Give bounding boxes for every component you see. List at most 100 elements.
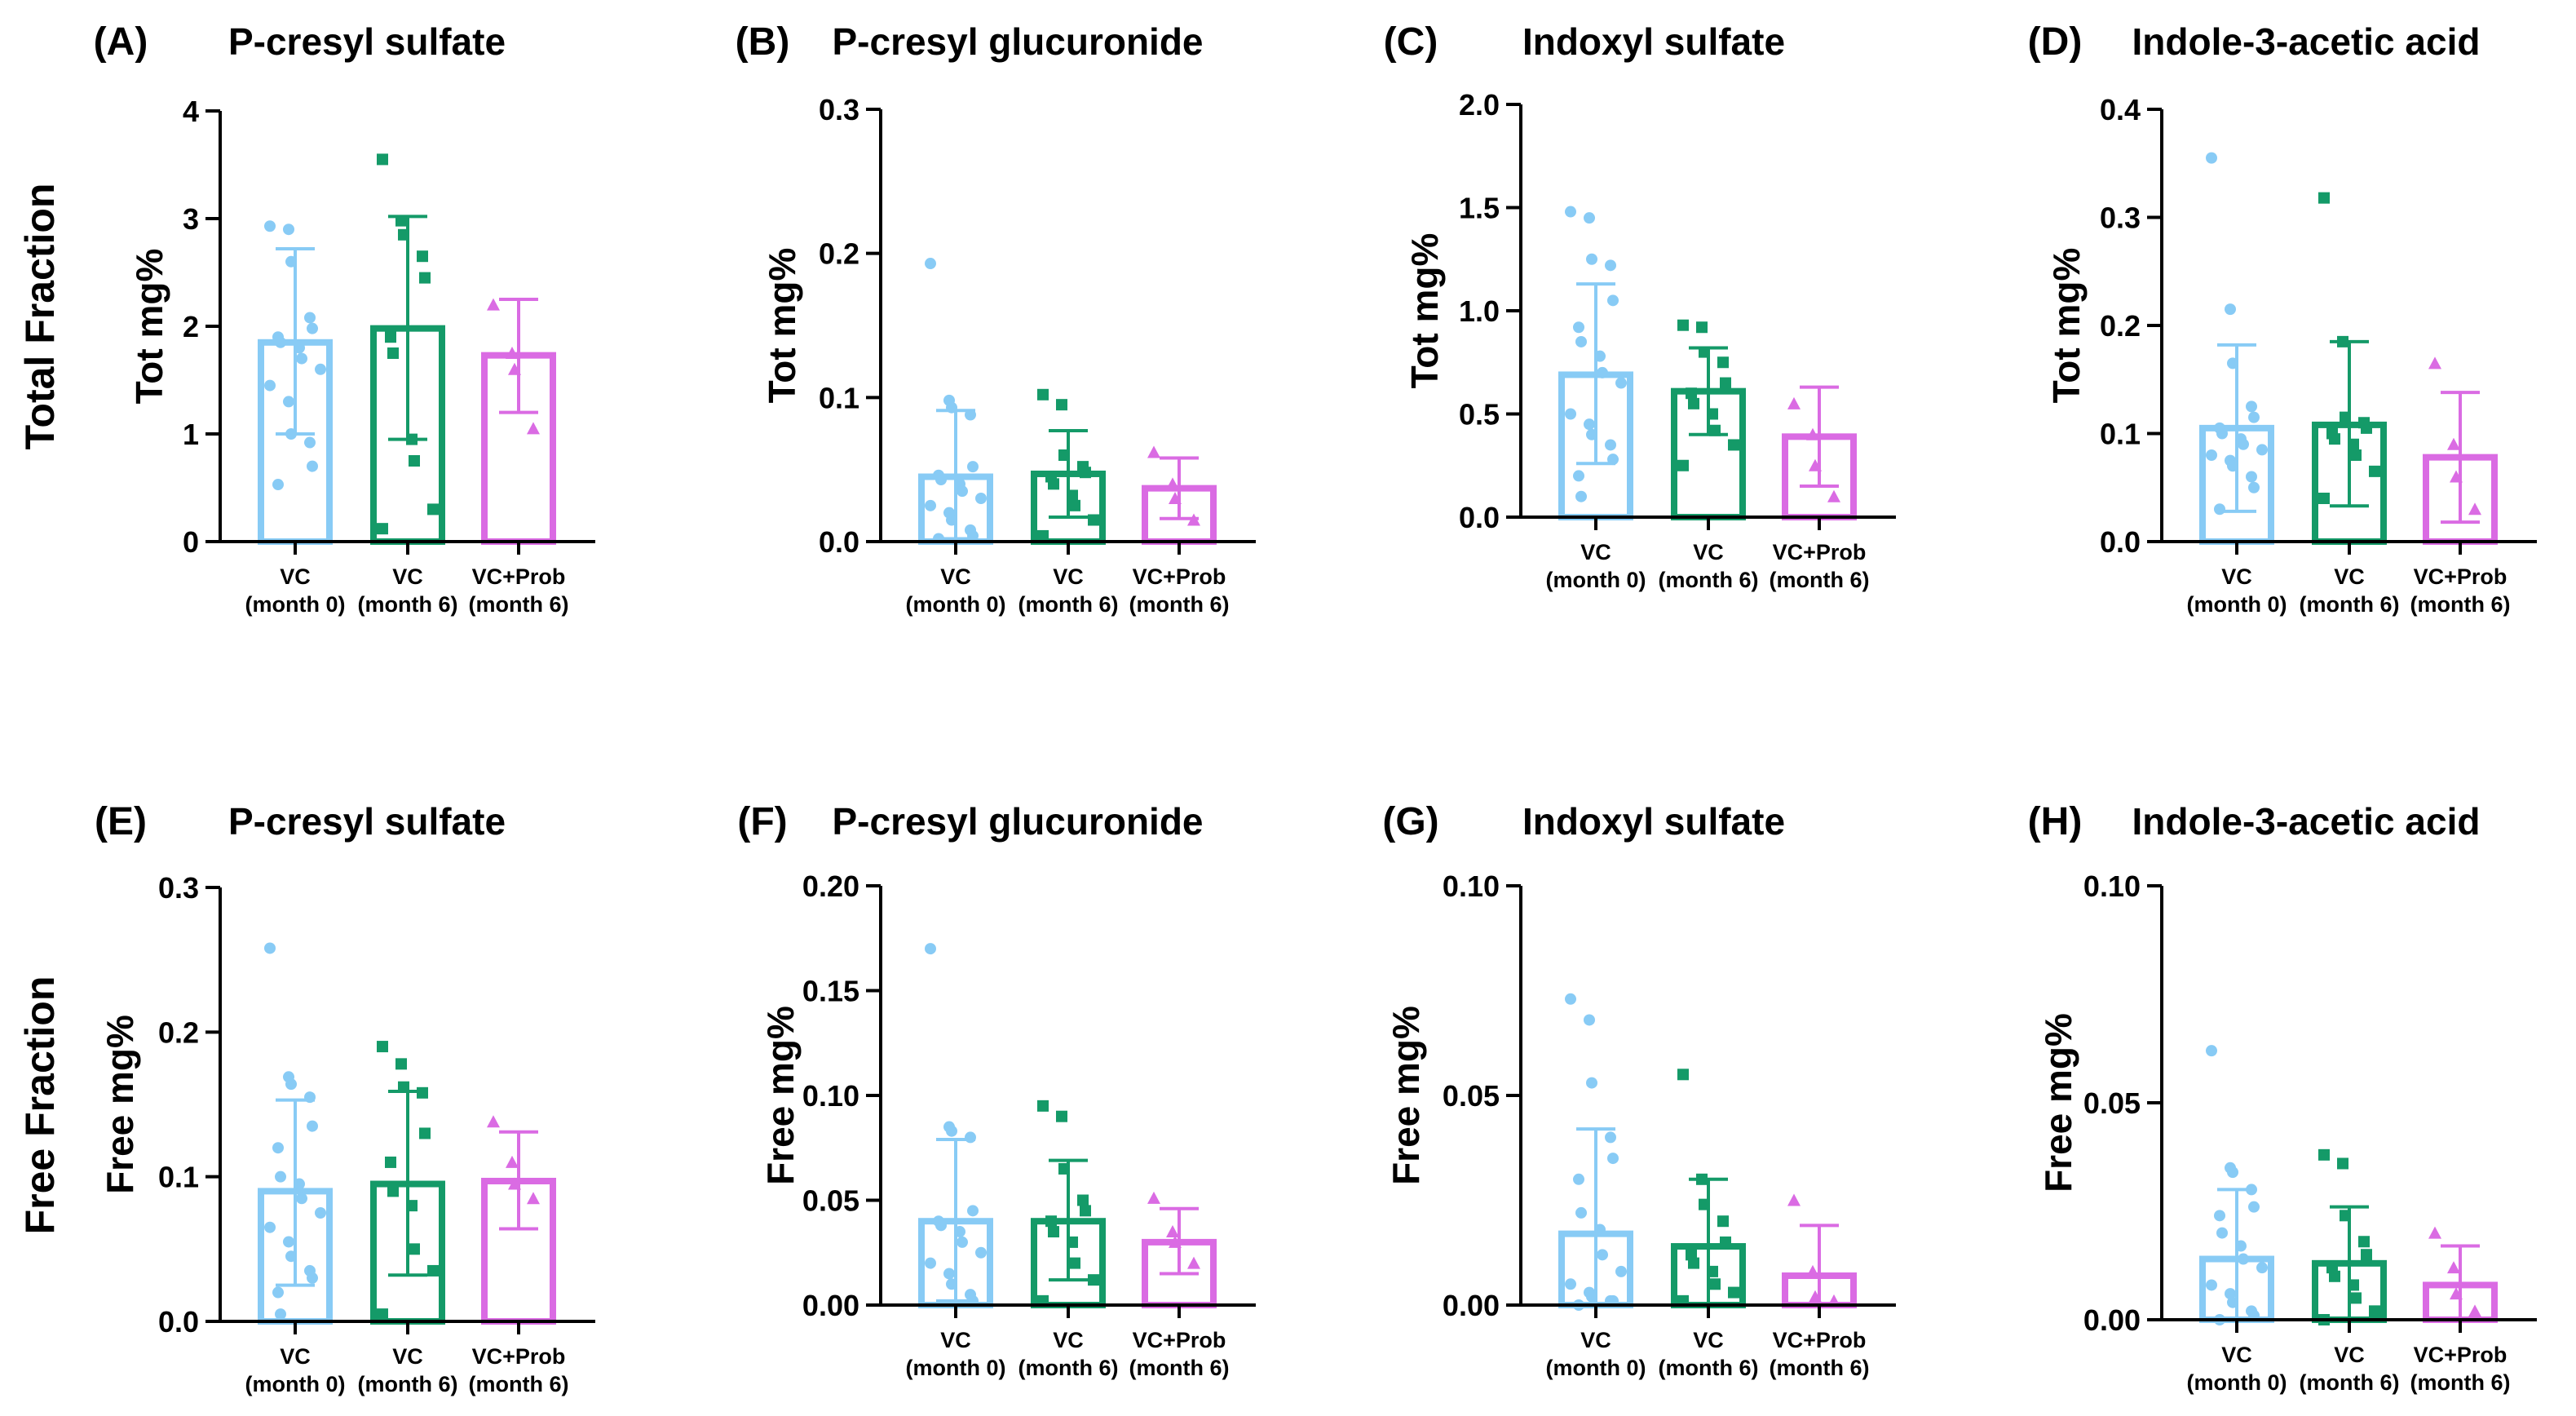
point-vc6 [1709, 1278, 1721, 1290]
point-vc0 [1594, 1224, 1606, 1236]
y-tick-label: 0.05 [802, 1184, 859, 1218]
point-vc0 [307, 1120, 318, 1132]
point-vc0 [296, 352, 307, 365]
point-vc6 [1048, 478, 1059, 490]
x-tick-label-sub: (month 6) [1659, 1356, 1759, 1380]
x-tick-label: VC [280, 1344, 311, 1369]
point-vc0 [304, 1091, 316, 1104]
point-vc0 [294, 342, 305, 354]
point-vc0 [925, 258, 936, 270]
point-vc0 [304, 436, 316, 449]
x-tick-label: VC [2221, 564, 2252, 589]
x-tick-label-sub: (month 6) [1018, 592, 1119, 617]
point-vc0 [957, 485, 968, 498]
point-vc0 [275, 336, 286, 348]
x-tick-label-sub: (month 6) [358, 592, 458, 617]
point-vc0 [296, 1193, 307, 1205]
x-tick-label: VC [1053, 1328, 1084, 1352]
point-vc0 [2238, 1253, 2249, 1265]
point-vc0 [294, 1178, 305, 1190]
point-vc6 [2350, 1292, 2362, 1304]
point-vc6 [2326, 1262, 2338, 1274]
point-vc6 [2348, 1279, 2359, 1291]
chart-panel-b: (B) P-cresyl glucuronide Tot mg% 0.0 0.1 0.2 0… [736, 20, 1256, 617]
point-vc0 [272, 1286, 284, 1299]
point-vc0 [1586, 253, 1597, 265]
point-vc6 [1056, 1110, 1067, 1122]
x-tick-label-sub: (month 0) [2187, 592, 2287, 617]
point-vc0 [946, 1278, 957, 1290]
point-vc6 [1080, 467, 1091, 479]
point-prob [508, 1177, 521, 1190]
point-vc0 [965, 1131, 976, 1144]
y-tick-label: 0.2 [819, 237, 859, 271]
chart-title: P-cresyl sulfate [228, 20, 506, 63]
point-vc0 [2238, 438, 2249, 450]
panel-letter: (B) [736, 20, 790, 64]
point-vc6 [395, 1058, 407, 1070]
point-vc6 [1067, 489, 1078, 502]
y-tick-label: 2 [183, 310, 199, 343]
point-vc6 [1088, 514, 1099, 526]
x-tick-label: VC [1053, 564, 1084, 589]
point-vc0 [1565, 1278, 1576, 1290]
point-vc0 [2227, 1166, 2238, 1179]
point-prob [508, 362, 521, 375]
x-tick-label: VC+Prob [1773, 540, 1867, 564]
y-tick-label: 0.00 [802, 1289, 859, 1322]
x-tick-label-sub: (month 6) [1659, 568, 1759, 592]
point-prob [1809, 458, 1822, 471]
point-prob [1187, 513, 1200, 526]
point-vc0 [2246, 400, 2257, 413]
x-tick-label: VC+Prob [2414, 1343, 2508, 1367]
point-vc0 [315, 363, 326, 375]
point-vc0 [946, 401, 957, 414]
point-vc6 [1728, 439, 1739, 451]
y-tick-label: 3 [183, 202, 199, 236]
point-vc0 [2256, 444, 2268, 456]
point-prob [2450, 1287, 2463, 1300]
point-prob [2450, 470, 2463, 483]
point-vc0 [2206, 1045, 2217, 1057]
chart-title: P-cresyl glucuronide [832, 800, 1203, 843]
point-vc0 [285, 1078, 297, 1091]
point-vc0 [315, 1207, 326, 1219]
point-vc6 [1696, 1173, 1708, 1185]
point-vc6 [1728, 1286, 1739, 1299]
point-vc0 [304, 312, 316, 324]
point-vc6 [387, 347, 399, 359]
point-vc6 [385, 331, 396, 343]
point-vc0 [1586, 1290, 1597, 1303]
point-prob [1166, 1225, 1179, 1238]
point-vc6 [1058, 1162, 1070, 1175]
point-vc0 [957, 1236, 968, 1248]
point-vc6 [1045, 1215, 1057, 1228]
point-vc6 [406, 433, 418, 445]
point-vc0 [2206, 449, 2217, 461]
point-vc6 [2369, 465, 2380, 477]
x-tick-label: VC+Prob [472, 564, 566, 589]
y-tick-label: 0.2 [2100, 309, 2141, 343]
point-vc6 [1717, 1215, 1729, 1228]
chart-panel-a: (A) P-cresyl sulfate Tot mg% 0 1 2 3 4 VC (month … [94, 20, 595, 617]
point-vc0 [2235, 1240, 2247, 1252]
point-vc0 [1605, 1131, 1616, 1144]
y-axis-label: Free mg% [759, 1006, 802, 1185]
x-tick-label-sub: (month 6) [2300, 1370, 2400, 1395]
point-vc6 [1707, 1265, 1718, 1277]
point-prob [506, 347, 519, 359]
chart-title: Indoxyl sulfate [1522, 20, 1785, 63]
point-vc6 [2340, 411, 2351, 423]
point-vc0 [264, 1221, 276, 1233]
x-tick-label: VC [1580, 540, 1611, 564]
y-tick-label: 0.05 [1443, 1079, 1500, 1113]
point-vc0 [967, 1205, 979, 1217]
chart-title: Indole-3-acetic acid [2132, 20, 2481, 63]
x-tick-label-sub: (month 0) [906, 1356, 1006, 1380]
x-tick-label-sub: (month 6) [2410, 1370, 2511, 1395]
y-tick-label: 1.0 [1459, 294, 1500, 328]
y-tick-label: 0.0 [819, 525, 859, 559]
x-tick-label: VC+Prob [472, 1344, 566, 1369]
x-tick-label-sub: (month 6) [1770, 568, 1870, 592]
point-vc6 [2361, 422, 2372, 434]
